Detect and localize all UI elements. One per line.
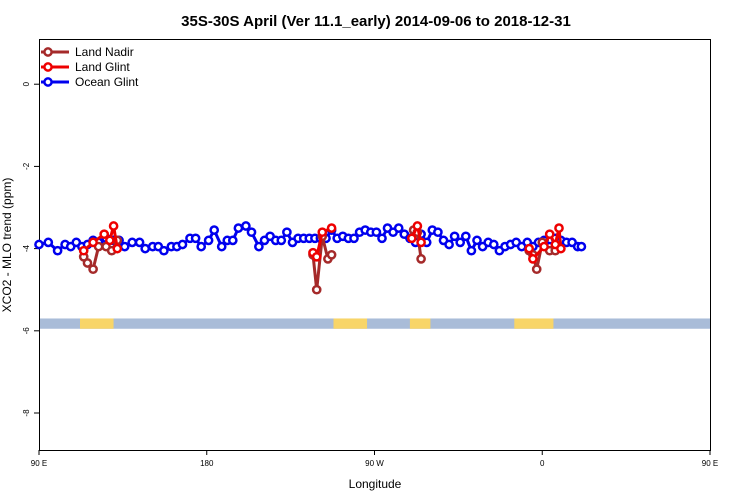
data-point-land-glint [416,237,426,248]
data-point-ocean-glint [460,231,471,242]
data-point-land-glint [112,243,123,254]
data-point-land-glint [544,229,555,240]
data-point-ocean-glint [43,237,54,248]
data-point-ocean-glint [209,225,220,235]
data-point-land-glint [528,254,538,264]
data-point-land-glint [326,223,337,233]
data-point-land-glint [317,227,328,238]
data-point-ocean-glint [127,237,138,248]
data-point-ocean-glint [203,235,214,246]
ocean-band [39,318,710,329]
data-point-land-nadir [416,254,426,264]
data-point-land-nadir [326,249,337,260]
legend-item-land-glint: Land Glint [41,60,130,74]
data-point-ocean-glint [349,233,359,244]
y-tick-label: -6 [22,327,31,335]
data-point-land-glint [406,233,417,244]
data-point-ocean-glint [177,239,188,250]
land-segment [409,318,431,329]
y-axis-label: XCO2 - MLO trend (ppm) [0,178,14,313]
data-point-ocean-glint [455,237,466,248]
land-ocean-band [39,318,710,329]
data-point-ocean-glint [233,223,244,233]
data-point-land-glint [524,243,535,254]
y-tick-label: -4 [22,245,31,253]
data-point-land-nadir [88,264,98,275]
x-tick-label: 90 E [31,459,47,468]
data-point-ocean-glint [371,227,382,238]
data-point-land-glint [104,235,115,246]
data-point-land-glint [108,221,119,231]
data-point-ocean-glint [466,245,477,256]
data-point-ocean-glint [119,241,130,252]
data-point-ocean-glint [449,231,460,242]
data-point-land-nadir [531,264,542,275]
legend: Land Nadir Land Glint Ocean Glint [41,45,139,89]
data-point-ocean-glint [254,241,264,252]
series-layer [34,221,587,295]
data-point-land-nadir [311,284,322,295]
x-tick-label: 90 E [702,459,718,468]
x-tick-label: 0 [540,459,545,468]
x-axis: 90 E 180 90 W 0 90 E [31,450,718,468]
y-axis: 0 -2 -4 -6 -8 [22,81,39,417]
data-point-ocean-glint [190,233,201,244]
legend-item-ocean-glint: Ocean Glint [41,75,139,89]
data-point-land-glint [539,241,549,252]
data-point-ocean-glint [159,245,169,256]
data-point-land-glint [556,243,566,254]
y-tick-label: -2 [22,162,31,170]
data-point-land-glint [412,221,423,231]
data-point-ocean-glint [227,235,238,246]
data-point-ocean-glint [246,227,257,238]
data-point-ocean-glint [377,233,387,244]
data-point-land-glint [311,251,322,262]
data-point-ocean-glint [576,241,587,252]
data-point-ocean-glint [488,239,499,250]
series-ocean-glint [34,221,587,256]
data-point-ocean-glint [196,241,207,252]
data-point-ocean-glint [393,223,404,233]
x-tick-label: 180 [200,459,214,468]
y-tick-label: 0 [22,81,31,86]
data-point-land-glint [99,229,110,240]
land-segment [514,318,554,329]
data-point-ocean-glint [140,243,151,254]
data-point-land-nadir [82,258,93,268]
data-point-land-glint [88,237,98,248]
data-point-ocean-glint [276,235,287,246]
y-tick-label: -8 [22,409,31,417]
data-point-ocean-glint [241,221,251,231]
series-land-glint [78,221,566,264]
x-axis-label: Longitude [349,477,402,491]
data-point-ocean-glint [216,241,227,252]
data-point-ocean-glint [433,227,443,238]
land-segment [333,318,368,329]
chart-title: 35S-30S April (Ver 11.1_early) 2014-09-0… [181,13,571,30]
data-point-land-glint [78,245,89,256]
legend-label-ocean-glint: Ocean Glint [75,75,139,89]
legend-label-land-glint: Land Glint [75,60,130,74]
data-point-ocean-glint [34,239,44,250]
data-point-ocean-glint [52,245,63,256]
legend-label-land-nadir: Land Nadir [75,45,134,59]
data-point-ocean-glint [444,239,454,250]
data-point-land-glint [554,223,564,233]
land-segment [80,318,114,329]
legend-item-land-nadir: Land Nadir [41,45,134,59]
data-point-ocean-glint [472,235,482,246]
data-point-ocean-glint [282,227,292,238]
x-tick-label: 90 W [365,459,384,468]
data-point-ocean-glint [134,237,145,248]
